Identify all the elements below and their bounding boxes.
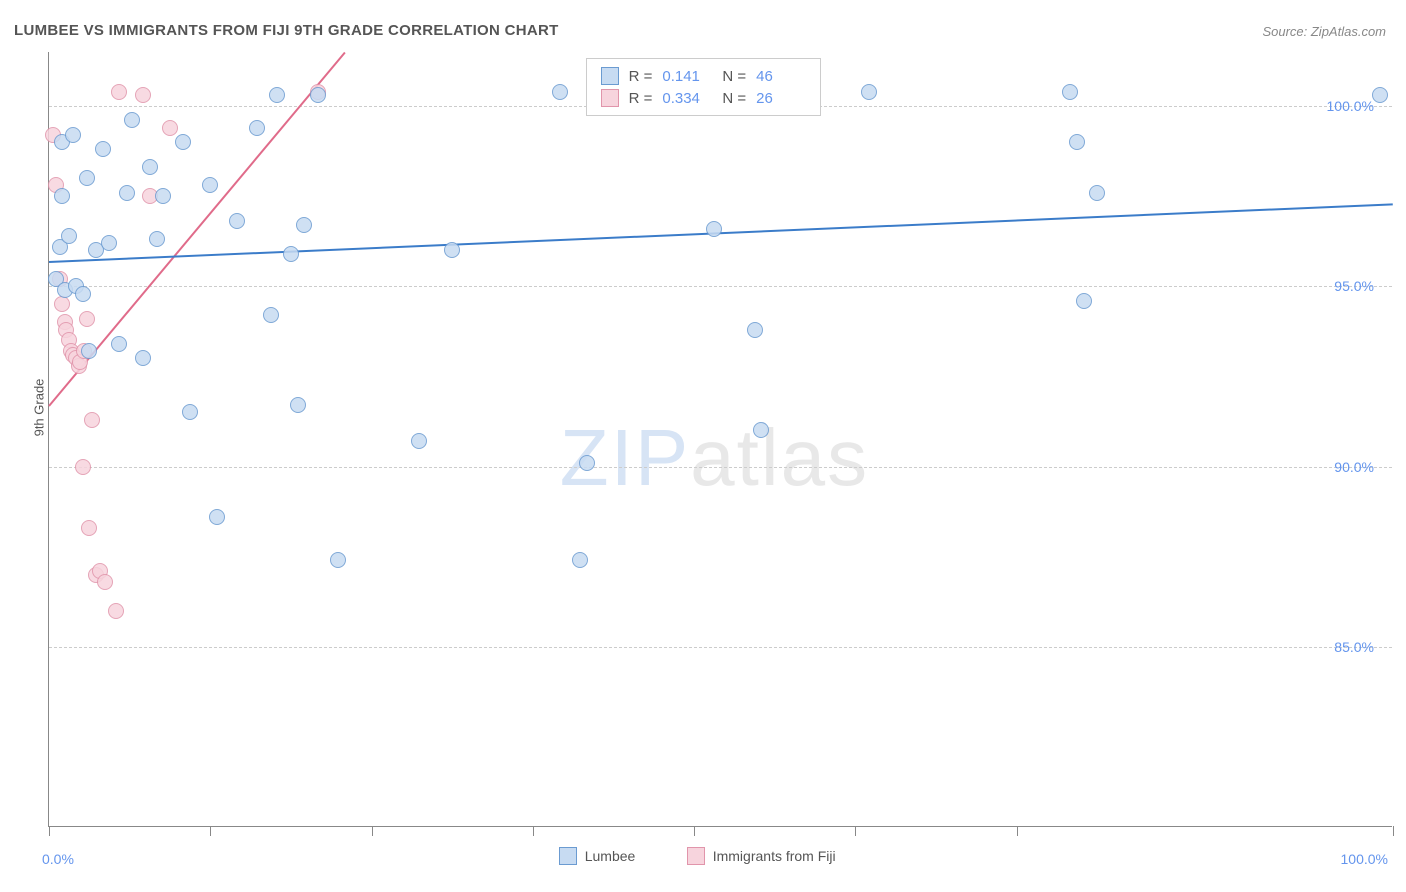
x-tick <box>855 826 856 836</box>
lumbee-point <box>861 84 877 100</box>
lumbee-point <box>444 242 460 258</box>
lumbee-point <box>579 455 595 471</box>
lumbee-point <box>101 235 117 251</box>
lumbee-point <box>65 127 81 143</box>
lumbee-point <box>249 120 265 136</box>
gridline <box>49 467 1392 468</box>
lumbee-point <box>149 231 165 247</box>
fiji-point <box>81 520 97 536</box>
r-label: R = <box>629 68 653 85</box>
lumbee-point <box>182 404 198 420</box>
lumbee-point <box>283 246 299 262</box>
lumbee-point <box>111 336 127 352</box>
lumbee-point <box>310 87 326 103</box>
lumbee-point <box>81 343 97 359</box>
y-axis-label: 9th Grade <box>31 379 46 437</box>
lumbee-point <box>753 422 769 438</box>
lumbee-point <box>202 177 218 193</box>
x-tick <box>49 826 50 836</box>
trend-line <box>49 203 1393 263</box>
lumbee-point <box>79 170 95 186</box>
y-tick-label: 90.0% <box>1334 459 1374 475</box>
fiji-point <box>108 603 124 619</box>
lumbee-point <box>1372 87 1388 103</box>
lumbee-point <box>155 188 171 204</box>
fiji-point <box>111 84 127 100</box>
x-tick <box>210 826 211 836</box>
gridline <box>49 286 1392 287</box>
n-value: 46 <box>756 68 806 85</box>
source-text: Source: ZipAtlas.com <box>1262 24 1386 39</box>
swatch-icon <box>687 847 705 865</box>
x-tick <box>1017 826 1018 836</box>
lumbee-point <box>95 141 111 157</box>
legend-item: Immigrants from Fiji <box>687 847 836 865</box>
fiji-point <box>84 412 100 428</box>
lumbee-point <box>263 307 279 323</box>
stats-row: R = 0.334 N = 26 <box>601 87 807 109</box>
lumbee-point <box>572 552 588 568</box>
fiji-point <box>135 87 151 103</box>
y-tick-label: 85.0% <box>1334 639 1374 655</box>
lumbee-point <box>290 397 306 413</box>
swatch-icon <box>559 847 577 865</box>
lumbee-point <box>269 87 285 103</box>
lumbee-point <box>124 112 140 128</box>
lumbee-point <box>54 188 70 204</box>
lumbee-point <box>552 84 568 100</box>
x-tick-label-left: 0.0% <box>42 851 74 867</box>
lumbee-point <box>1069 134 1085 150</box>
lumbee-point <box>1062 84 1078 100</box>
fiji-point <box>75 459 91 475</box>
r-value: 0.141 <box>662 68 712 85</box>
n-label: N = <box>722 90 746 107</box>
stats-box: R = 0.141 N = 46 R = 0.334 N = 26 <box>586 58 822 116</box>
swatch-icon <box>601 89 619 107</box>
lumbee-point <box>706 221 722 237</box>
swatch-icon <box>601 67 619 85</box>
fiji-point <box>79 311 95 327</box>
lumbee-point <box>135 350 151 366</box>
fiji-point <box>162 120 178 136</box>
lumbee-point <box>209 509 225 525</box>
stats-row: R = 0.141 N = 46 <box>601 65 807 87</box>
n-label: N = <box>722 68 746 85</box>
lumbee-point <box>296 217 312 233</box>
lumbee-point <box>119 185 135 201</box>
x-tick <box>694 826 695 836</box>
n-value: 26 <box>756 90 806 107</box>
x-tick <box>533 826 534 836</box>
r-label: R = <box>629 90 653 107</box>
lumbee-point <box>1076 293 1092 309</box>
x-tick-label-right: 100.0% <box>1341 851 1388 867</box>
y-tick-label: 100.0% <box>1327 98 1374 114</box>
watermark: ZIPatlas <box>560 412 869 504</box>
legend-label: Immigrants from Fiji <box>713 848 836 864</box>
gridline <box>49 647 1392 648</box>
chart-title: LUMBEE VS IMMIGRANTS FROM FIJI 9TH GRADE… <box>14 22 559 39</box>
lumbee-point <box>175 134 191 150</box>
fiji-point <box>97 574 113 590</box>
plot-area: ZIPatlas 85.0% 90.0% 95.0% 100.0% <box>48 52 1392 827</box>
fiji-point <box>54 296 70 312</box>
y-tick-label: 95.0% <box>1334 278 1374 294</box>
x-tick <box>372 826 373 836</box>
lumbee-point <box>1089 185 1105 201</box>
lumbee-point <box>229 213 245 229</box>
lumbee-point <box>61 228 77 244</box>
lumbee-point <box>142 159 158 175</box>
x-tick <box>1393 826 1394 836</box>
lumbee-point <box>75 286 91 302</box>
legend-item: Lumbee <box>559 847 636 865</box>
lumbee-point <box>747 322 763 338</box>
r-value: 0.334 <box>662 90 712 107</box>
lumbee-point <box>411 433 427 449</box>
lumbee-point <box>330 552 346 568</box>
legend-label: Lumbee <box>585 848 636 864</box>
